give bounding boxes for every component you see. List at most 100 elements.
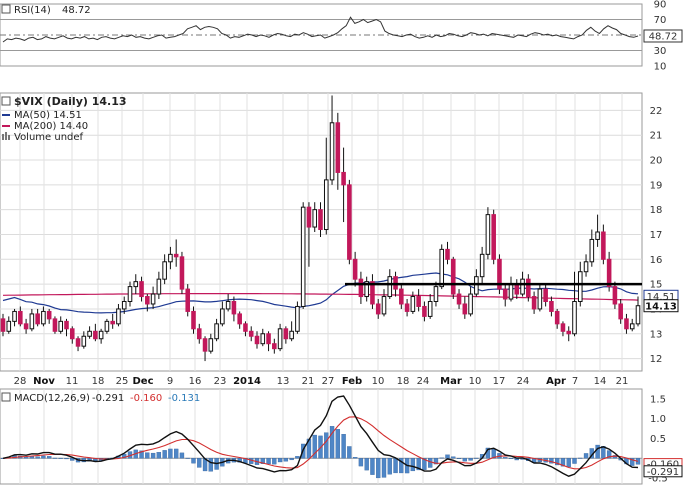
x-tick-label: 21 [616, 376, 629, 387]
candle-up [295, 305, 300, 332]
macd-histogram-bar [393, 458, 398, 474]
macd-histogram-bar [47, 456, 52, 459]
x-tick-label: 9 [167, 376, 173, 387]
price-tick-label: 18 [650, 205, 663, 216]
rsi-layer [2, 16, 639, 43]
candle-down [23, 323, 29, 330]
macd-histogram-bar [387, 458, 392, 475]
macd-histogram-bar [381, 458, 387, 478]
candle-up [116, 308, 121, 325]
macd-histogram-bar [630, 458, 635, 466]
macd-tick-label: -0.5 [648, 474, 668, 485]
macd-histogram-bar [197, 458, 202, 468]
macd-histogram-bar [399, 458, 404, 474]
rsi-legend-swatch [1, 4, 11, 14]
candle-up [81, 335, 87, 347]
macd-histogram-bar [324, 432, 329, 459]
candle-up [410, 296, 416, 312]
last-price-label: 14.13 [645, 302, 677, 313]
macd-signal-value-label: -0.160 [647, 460, 679, 471]
candle-down [526, 278, 531, 298]
x-tick-label: Mar [440, 376, 462, 387]
candle-down [145, 296, 150, 305]
candle-up [225, 301, 231, 310]
macd-histogram-bar [312, 434, 317, 459]
candle-down [624, 318, 629, 330]
candle-up [133, 281, 139, 288]
candle-down [497, 258, 502, 290]
rsi-line [2, 16, 639, 43]
candle-down [0, 318, 6, 332]
candle-up [312, 209, 318, 228]
macd-histogram-bar [295, 456, 300, 459]
candle-up [150, 293, 156, 305]
ma50-line [2, 272, 639, 314]
candle-down [75, 338, 81, 347]
candle-up [387, 276, 393, 298]
macd-histogram-bar [456, 458, 462, 460]
candle-up [583, 261, 589, 273]
candle-up [572, 301, 577, 335]
candle-down [404, 303, 410, 312]
candle-up [121, 301, 127, 310]
x-tick-label: 10 [469, 376, 482, 387]
x-tick-label: 25 [116, 376, 129, 387]
candle-down [462, 303, 468, 315]
candle-down [531, 296, 537, 310]
macd-histogram-bar [35, 456, 40, 459]
macd-histogram-bar [433, 458, 439, 465]
ma50-value-label: 14.51 [647, 292, 676, 303]
macd-histogram-bar [23, 456, 29, 459]
macd-histogram-bar [162, 450, 167, 459]
price-tick-label: 19 [650, 180, 663, 191]
macd-value-box [643, 465, 683, 478]
macd-histogram-bar [208, 458, 213, 472]
price-tick-label: 12 [650, 354, 663, 365]
macd-histogram-bar [352, 457, 358, 459]
rsi-last-value-label: 48.72 [649, 31, 678, 42]
volume-legend-icon [2, 132, 10, 140]
macd-histogram-bar [191, 458, 196, 464]
candle-down [560, 323, 566, 332]
candle-down [318, 209, 323, 231]
macd-signal-legend-value: -0.160 [130, 393, 162, 404]
candle-down [283, 328, 289, 340]
price-title: $VIX (Daily) 14.13 [14, 95, 127, 108]
candle-up [595, 231, 600, 240]
rsi-last-value-box [643, 29, 683, 43]
x-tick-label: 10 [372, 376, 385, 387]
candle-down [566, 330, 572, 335]
candle-down [46, 310, 52, 320]
x-tick-label: 16 [189, 376, 202, 387]
macd-histogram-bar [491, 448, 496, 459]
candle-up [537, 288, 543, 310]
macd-histogram-bar [266, 458, 271, 465]
rsi-legend-value: 48.72 [62, 5, 91, 16]
macd-tick-label: 0.5 [650, 434, 666, 445]
macd-histogram-bar [329, 426, 335, 459]
candle-down [618, 303, 623, 320]
candle-down [416, 296, 421, 307]
macd-histogram-bar [58, 457, 63, 459]
candle-down [243, 323, 248, 332]
candle-up [98, 330, 104, 340]
candle-down [549, 301, 554, 312]
macd-histogram-bar [139, 450, 144, 459]
candle-down [64, 320, 69, 330]
macd-histogram-bar [364, 458, 369, 471]
macd-histogram-bar [606, 450, 612, 459]
candle-up [300, 206, 306, 307]
x-tick-label: 23 [214, 376, 227, 387]
candle-up [329, 122, 335, 181]
price-legend: $VIX (Daily) 14.13 MA(50) 14.51 MA(200) … [1, 95, 127, 143]
candle-up [508, 283, 514, 300]
candle-down [139, 281, 144, 298]
rsi-tick-label: 10 [654, 62, 667, 73]
volume-legend-label: Volume undef [14, 132, 84, 143]
macd-histogram-bar [428, 458, 433, 468]
macd-layer [0, 395, 641, 479]
candle-down [69, 328, 75, 340]
candle-down [196, 328, 202, 340]
x-tick-label: 18 [397, 376, 410, 387]
